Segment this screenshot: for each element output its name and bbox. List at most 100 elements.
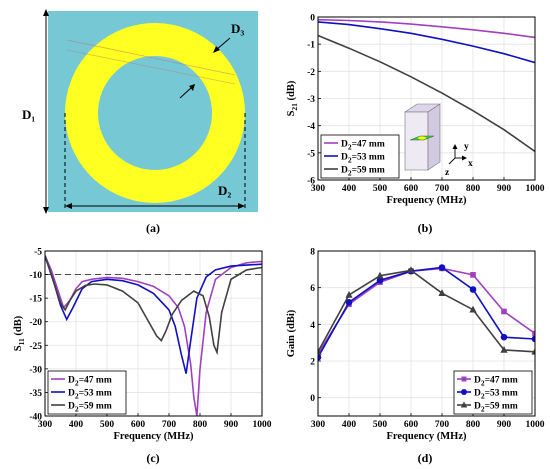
data-point: [438, 264, 446, 271]
series-line: [318, 269, 535, 353]
d3-arrow-outer: [215, 37, 231, 51]
y-tick-label: -15: [29, 295, 42, 305]
legend-label: D2=47 mm: [68, 376, 112, 388]
y-axis-label: Gain (dBi): [286, 309, 297, 357]
x-tick-label: 500: [373, 420, 388, 430]
x-tick-label: 900: [224, 420, 239, 430]
legend-label: D2=59 mm: [474, 402, 518, 414]
y-axis-label: S11 (dB): [13, 315, 26, 351]
data-point: [470, 272, 476, 278]
axis-x-label: x: [468, 159, 473, 169]
axis-z-arrow: [448, 157, 456, 165]
panel-a-diagram: D₁ D₂ D₃: [22, 9, 258, 214]
data-point: [376, 277, 384, 284]
axes-frame: [44, 250, 263, 417]
series-group: [318, 264, 535, 361]
panel-d-chart: 300 400 500 600 700 800 900 1000 0 2 4 6 8 Frequency …: [286, 248, 545, 443]
d1-label: D₁: [22, 107, 35, 122]
x-tick-label: 900: [497, 420, 512, 430]
x-axis-label: Frequency (MHz): [114, 431, 194, 442]
panel-b-chart: 300 400 500 600 700 800 900 1000 -6 -5 -4 -3 -2 -1 0 Fr…: [286, 14, 545, 207]
d3-arrow-inner: [179, 86, 193, 99]
data-point: [318, 347, 322, 355]
y-tick-label: 0: [310, 14, 315, 24]
caption-a: (a): [146, 221, 160, 235]
y-tick-label: -30: [29, 365, 42, 375]
unit-cell-inset: y x z: [404, 103, 473, 178]
legend-marker: [460, 401, 468, 408]
data-point: [500, 346, 508, 353]
x-tick-label: 500: [100, 420, 115, 430]
cell-side-face: [427, 103, 441, 171]
y-tick-label: 4: [310, 321, 315, 331]
legend-label: D2=47 mm: [474, 376, 518, 388]
series-line: [318, 21, 535, 64]
x-tick-label: 900: [497, 184, 512, 194]
x-tick-label: 500: [373, 184, 388, 194]
x-axis-label: Frequency (MHz): [387, 195, 467, 206]
axis-y-label: y: [464, 142, 469, 152]
cell-front-face: [404, 111, 429, 171]
axes-frame: [317, 250, 536, 417]
y-tick-label: -6: [307, 177, 315, 187]
data-point: [500, 333, 508, 341]
x-tick-label: 700: [162, 420, 177, 430]
legend-label: D2=53 mm: [68, 389, 112, 401]
legend-label: D2=59 mm: [68, 402, 112, 414]
arrowhead: [213, 46, 220, 53]
legend-label: D2=53 mm: [341, 153, 385, 165]
x-tick-label: 600: [404, 420, 419, 430]
panel-c-chart: 300 400 500 600 700 800 900 1000 -40 -35 -30 -25 -20…: [13, 248, 272, 443]
data-point: [531, 347, 535, 355]
series-line: [45, 255, 262, 374]
legend-label: D2=53 mm: [474, 389, 518, 401]
legend-label: D2=47 mm: [341, 140, 385, 152]
data-point: [376, 271, 384, 279]
y-tick-label: -40: [29, 413, 42, 423]
data-point: [345, 291, 353, 298]
y-tick-label: 8: [310, 248, 315, 258]
x-tick-label: 400: [342, 420, 357, 430]
data-point: [501, 308, 507, 315]
x-tick-label: 600: [131, 420, 146, 430]
series-line: [318, 34, 535, 153]
series-line: [318, 266, 535, 358]
series-group: [318, 18, 535, 153]
data-point: [345, 299, 353, 306]
arrowhead: [189, 84, 195, 91]
ring-annulus: [65, 23, 245, 203]
series-group: [45, 255, 262, 416]
data-point: [318, 354, 322, 361]
y-tick-label: -35: [29, 389, 42, 399]
y-tick-label: -20: [29, 318, 42, 328]
data-point: [407, 266, 415, 274]
series-line: [318, 18, 535, 39]
caption-b: (b): [418, 221, 433, 235]
axis-z-label: z: [445, 168, 450, 178]
arrowhead: [43, 207, 49, 214]
y-tick-label: -1: [307, 41, 315, 51]
cell-ring-center: [418, 136, 426, 140]
y-tick-label: -4: [307, 122, 315, 132]
x-tick-label: 1000: [253, 420, 272, 430]
faint-line: [66, 39, 236, 76]
x-tick-label: 800: [193, 420, 208, 430]
y-tick-label: -3: [307, 95, 315, 105]
x-tick-label: 300: [38, 420, 53, 430]
arrowhead: [238, 203, 245, 209]
caption-d: (d): [418, 451, 433, 465]
x-tick-label: 800: [466, 420, 481, 430]
series-line: [45, 255, 262, 356]
data-point: [531, 335, 535, 343]
x-tick-label: 300: [311, 420, 326, 430]
x-tick-label: 400: [69, 420, 84, 430]
x-tick-label: 800: [466, 184, 481, 194]
arrowhead: [65, 203, 72, 209]
y-tick-label: -5: [307, 149, 315, 159]
x-tick-label: 700: [435, 184, 450, 194]
arrowhead: [452, 144, 458, 149]
d2-label: D₂: [218, 183, 231, 198]
y-tick-label: -10: [29, 271, 42, 281]
data-point: [532, 330, 535, 337]
